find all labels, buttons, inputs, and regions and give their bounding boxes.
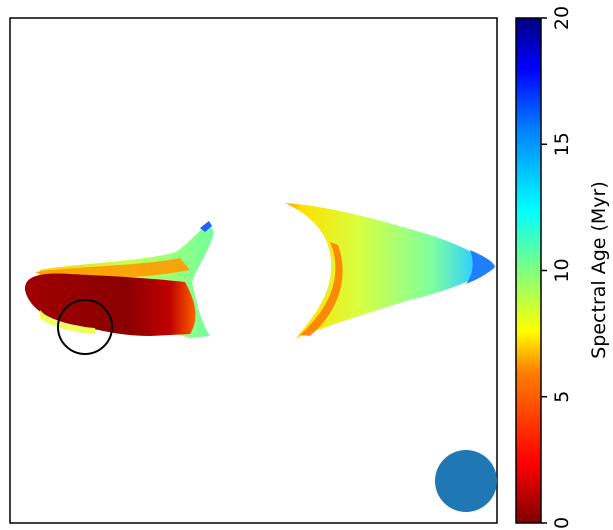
colorbar-tick-label: 15 [551,132,573,156]
east-lobe [285,203,495,338]
beam-marker [435,450,497,512]
colorbar-ticks: 0 5 10 15 20 [541,6,573,529]
colorbar-tick-label: 0 [551,517,573,529]
colorbar-tick-label: 5 [551,391,573,403]
west-lobe-core [24,273,196,336]
region-circle [57,299,113,355]
east-lobe-outer-tip [466,250,495,284]
colorbar [515,17,542,524]
east-lobe-inner-edge [300,242,343,336]
colorbar-tick-label: 20 [551,6,573,30]
colorbar-label: Spectral Age (Myr) [588,181,610,359]
west-lobe-tail [40,310,95,334]
west-lobe-blue-tip [200,221,212,232]
colorbar-tick-label: 10 [551,258,573,282]
